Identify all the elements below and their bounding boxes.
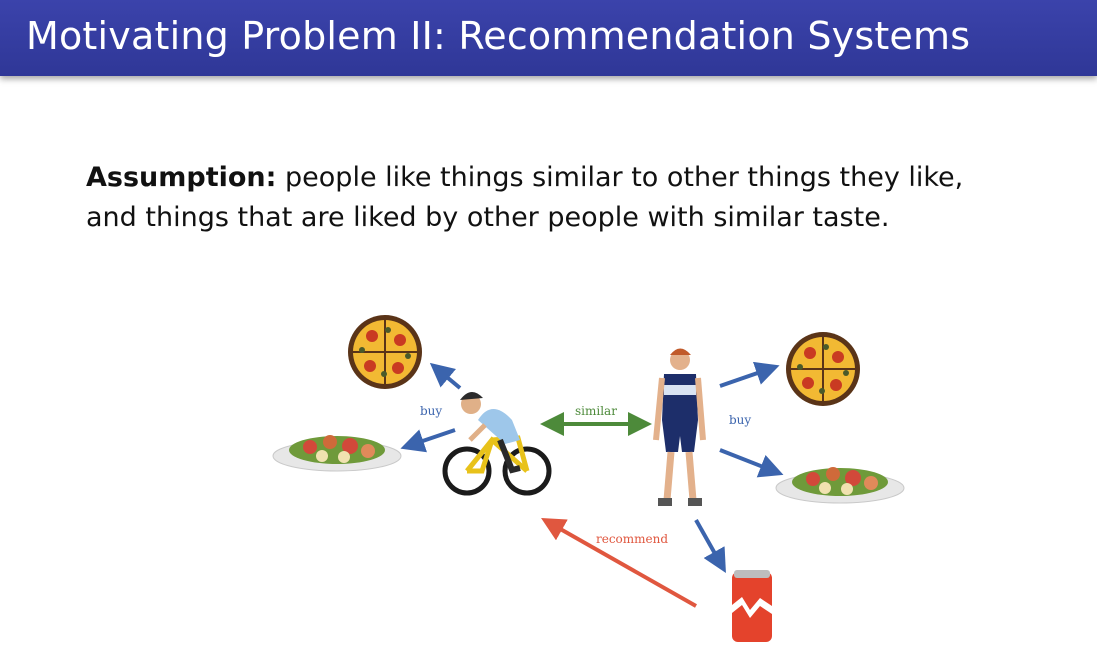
- buy-arrow: [429, 362, 462, 390]
- soda-can-icon: [732, 570, 772, 642]
- pizza-icon: [348, 315, 422, 389]
- similar-label: similar: [575, 404, 617, 418]
- salad-plate-icon: [775, 467, 905, 504]
- title-bar: Motivating Problem II: Recommendation Sy…: [0, 0, 1097, 76]
- pizza-icon: [786, 332, 860, 406]
- assumption-paragraph: Assumption: people like things similar t…: [86, 158, 1046, 238]
- assumption-line-2: and things that are liked by other peopl…: [86, 202, 890, 233]
- buy-arrow: [400, 428, 456, 453]
- assumption-label: Assumption:: [86, 162, 277, 193]
- buy-label: buy: [420, 404, 442, 418]
- assumption-line-1: people like things similar to other thin…: [276, 162, 964, 193]
- slide-title: Motivating Problem II: Recommendation Sy…: [26, 14, 971, 58]
- recommend-label: recommend: [596, 532, 668, 546]
- buy-arrow: [719, 448, 784, 478]
- salad-plate-icon: [272, 435, 402, 472]
- buy-arrow: [694, 519, 726, 573]
- buy-label: buy: [729, 413, 751, 427]
- recommend-arrow: [541, 518, 697, 608]
- person-icon: [653, 348, 706, 506]
- cyclist-icon: [442, 391, 552, 496]
- buy-arrow: [719, 361, 780, 388]
